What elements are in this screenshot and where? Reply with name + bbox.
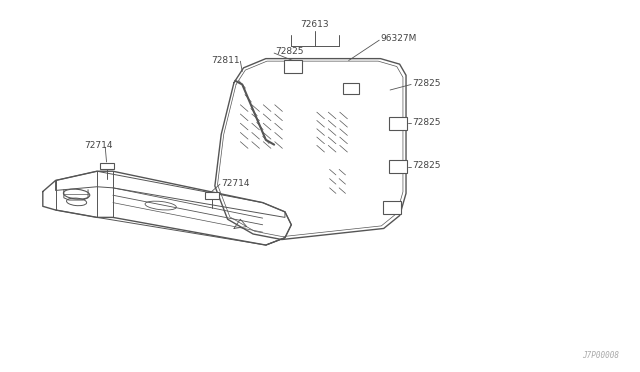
Text: 72613: 72613 xyxy=(301,20,329,29)
Text: 72825: 72825 xyxy=(412,161,441,170)
Text: 96327M: 96327M xyxy=(381,34,417,43)
Ellipse shape xyxy=(63,189,90,199)
Bar xyxy=(383,201,401,214)
Bar xyxy=(342,83,358,94)
Text: 72825: 72825 xyxy=(412,79,441,88)
Bar xyxy=(205,192,219,199)
Text: J7P00008: J7P00008 xyxy=(582,350,620,359)
Text: 72825: 72825 xyxy=(412,118,441,126)
Text: 72714: 72714 xyxy=(84,141,113,150)
Bar xyxy=(100,163,113,169)
Bar xyxy=(390,117,407,130)
Text: 72714: 72714 xyxy=(221,179,250,187)
Bar xyxy=(390,160,407,173)
Text: 72825: 72825 xyxy=(275,47,304,56)
Text: 72811: 72811 xyxy=(212,56,240,65)
Bar xyxy=(284,60,301,73)
